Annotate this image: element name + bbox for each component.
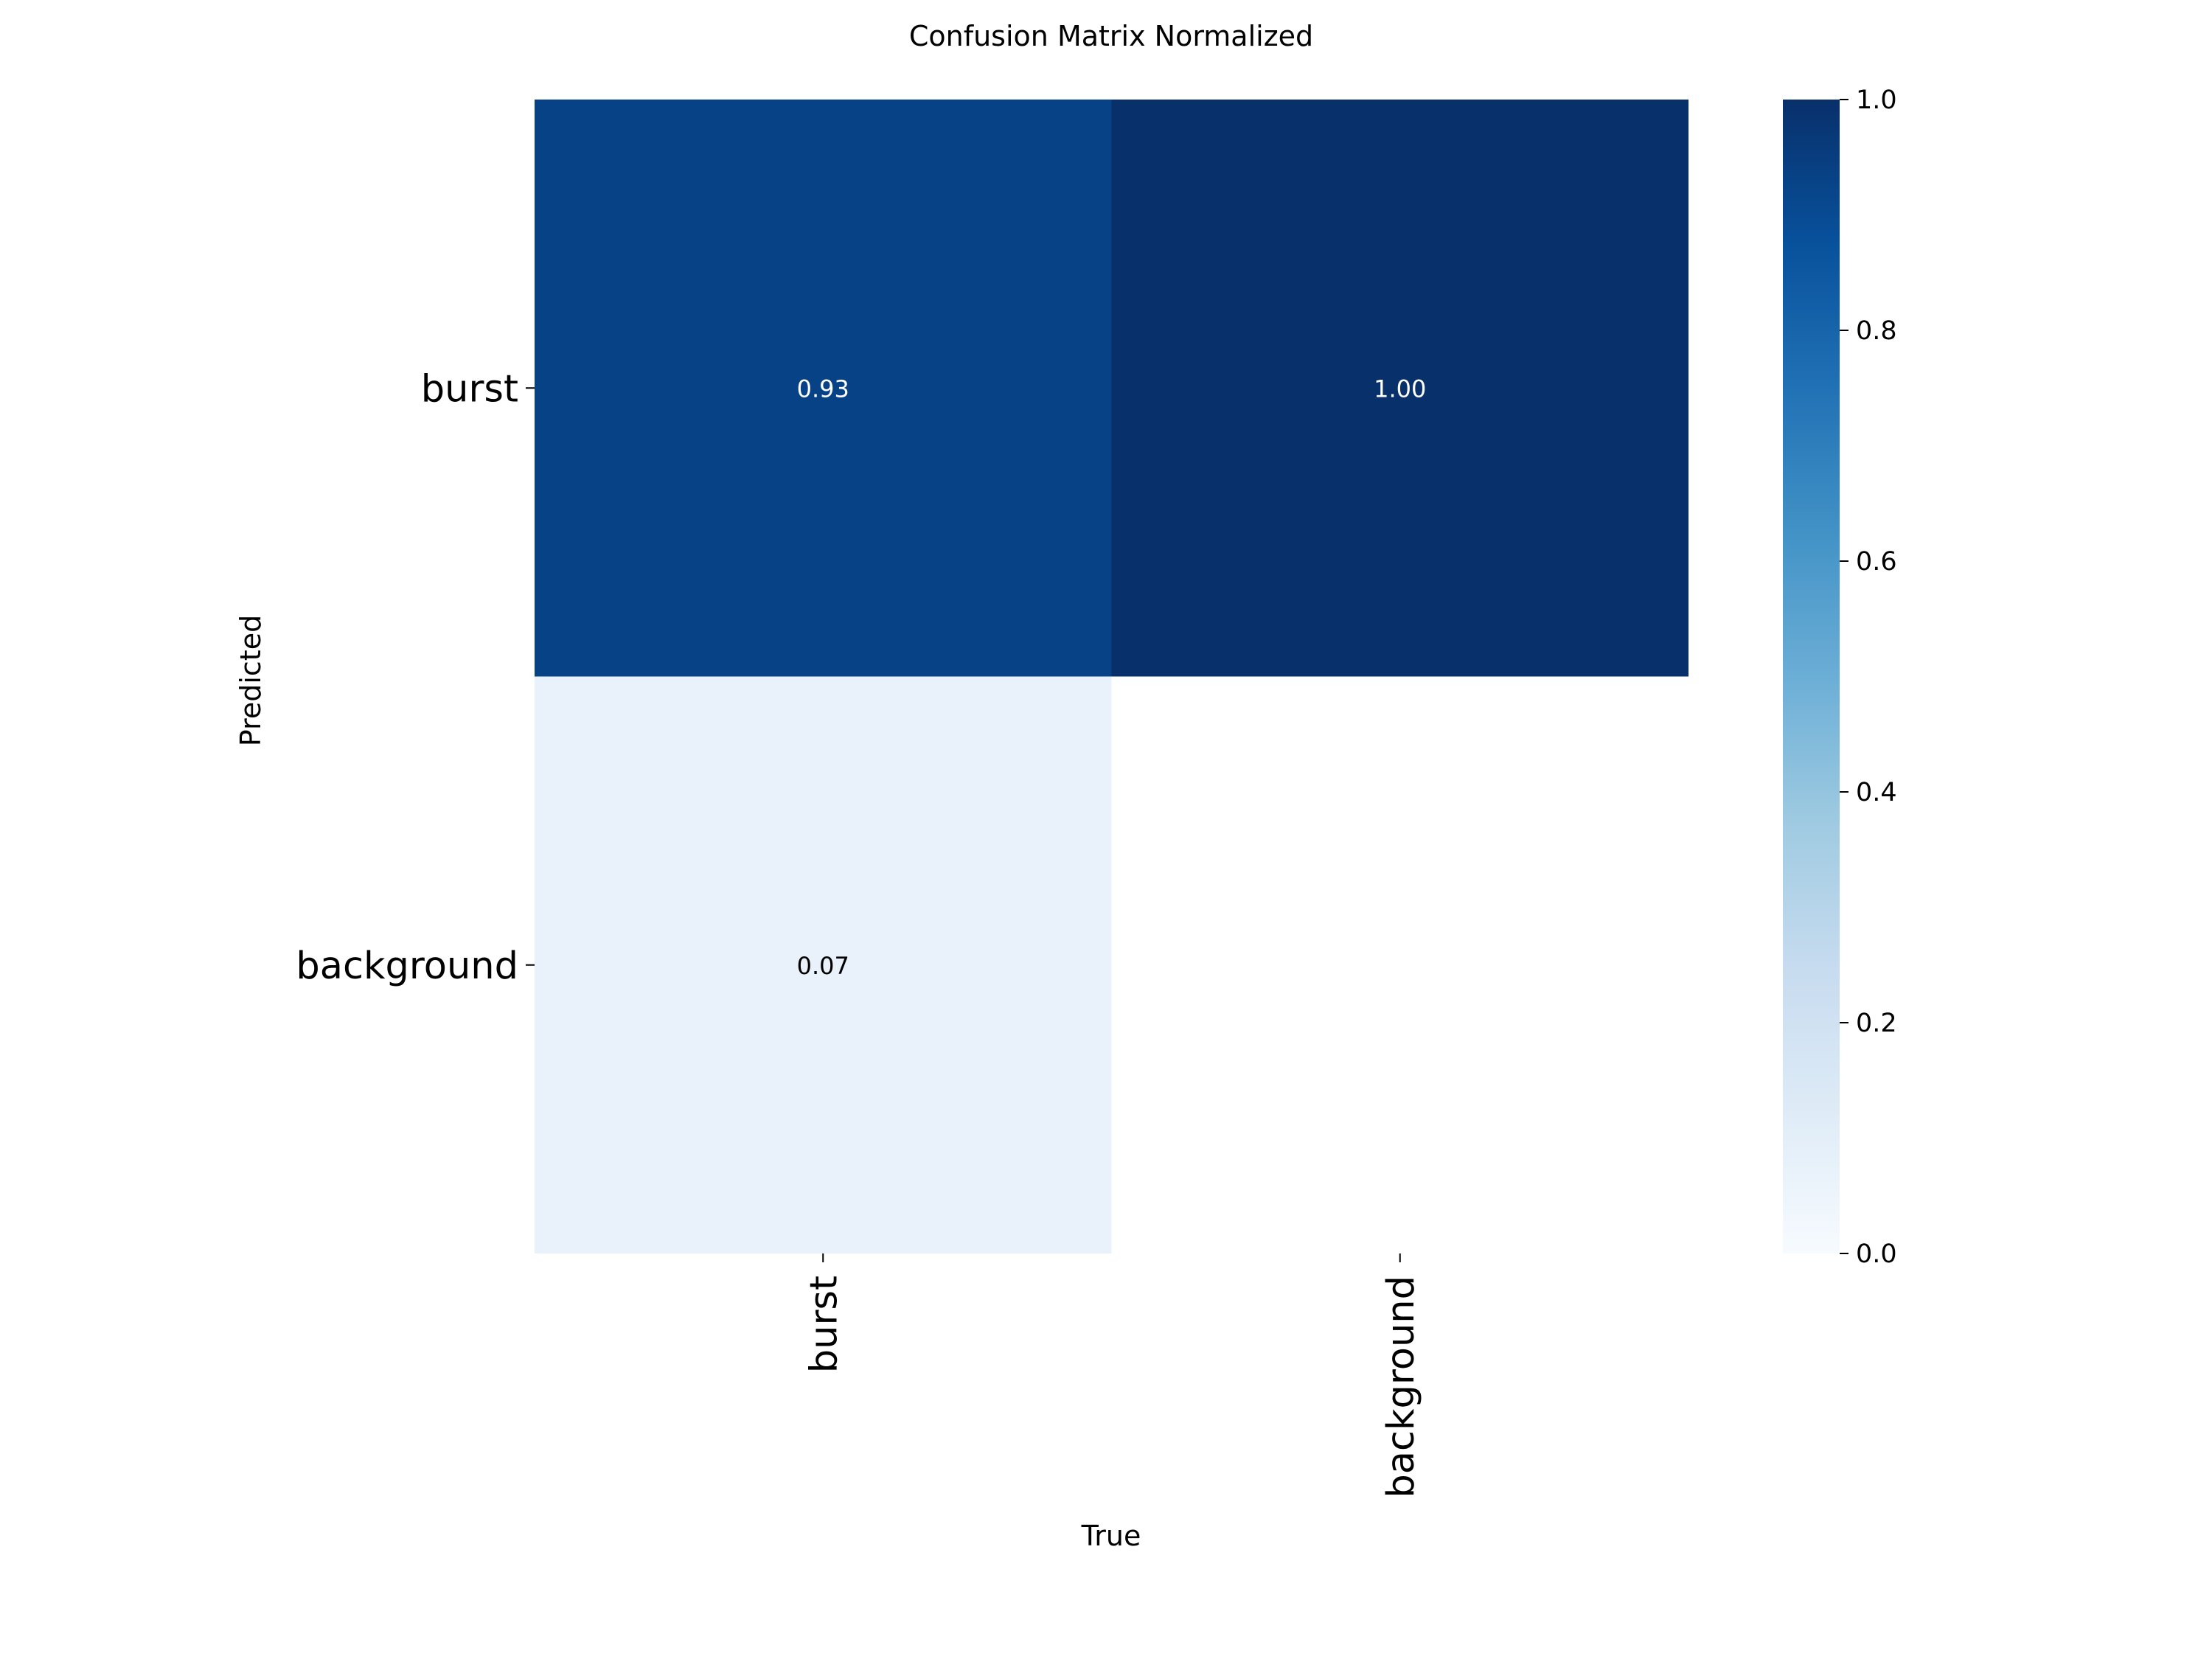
heatmap-cell-burst-burst: [535, 100, 1112, 677]
colorbar: [1783, 100, 1840, 1253]
heatmap-cell-labels: 0.93 1.00 0.07: [797, 375, 1427, 980]
cell-value-label: 1.00: [1374, 375, 1426, 403]
chart-title: Confusion Matrix Normalized: [909, 20, 1313, 52]
heatmap-cell-background-background: [1111, 676, 1688, 1253]
colorbar-tick-label: 0.2: [1856, 1009, 1897, 1038]
x-tick-label: burst: [802, 1276, 846, 1373]
x-axis-label: True: [1081, 1520, 1141, 1552]
x-axis-ticks: burst background: [802, 1253, 1423, 1498]
y-tick-label: burst: [421, 367, 518, 411]
heatmap-cell-burst-background: [1111, 100, 1688, 677]
x-tick-label: background: [1380, 1276, 1423, 1498]
heatmap-cells: [535, 100, 1688, 1253]
cell-value-label: 0.07: [797, 952, 849, 980]
colorbar-tick-label: 0.4: [1856, 778, 1897, 807]
y-axis-label: Predicted: [234, 615, 267, 746]
colorbar-tick-label: 0.8: [1856, 316, 1897, 346]
heatmap-cell-background-burst: [535, 676, 1112, 1253]
y-axis-ticks: burst background: [296, 367, 535, 988]
y-tick-label: background: [296, 945, 518, 988]
colorbar-tick-label: 1.0: [1856, 86, 1897, 115]
colorbar-tick-label: 0.6: [1856, 547, 1897, 577]
colorbar-ticks: 0.0 0.2 0.4 0.6 0.8 1.0: [1840, 86, 1897, 1269]
cell-value-label: 0.93: [797, 375, 849, 403]
colorbar-tick-label: 0.0: [1856, 1239, 1897, 1269]
